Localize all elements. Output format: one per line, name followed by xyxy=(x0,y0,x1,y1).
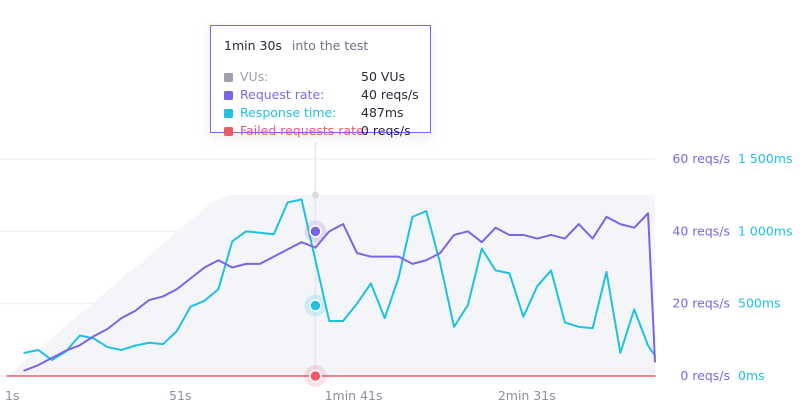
series-layer xyxy=(0,142,656,377)
tooltip-row-label: VUs: xyxy=(240,69,269,84)
tooltip-suffix: into the test xyxy=(291,38,369,53)
tooltip-row-value: 487ms xyxy=(361,105,404,120)
request-rate-line xyxy=(23,212,656,372)
tooltip-header: 1min 30s into the test xyxy=(224,38,368,53)
response-time-marker xyxy=(309,299,322,312)
response-time-swatch xyxy=(224,109,233,118)
y-left-tick-label: 20 reqs/s xyxy=(672,296,730,311)
x-tick-label: 51s xyxy=(169,388,191,403)
response-time-line xyxy=(23,198,656,362)
marker-layer xyxy=(304,191,327,387)
vus-marker xyxy=(311,191,319,199)
tooltip-row-value: 50 VUs xyxy=(361,69,406,84)
y-right-tick-label: 0ms xyxy=(738,368,765,383)
tooltip-row-label: Response time: xyxy=(240,105,337,120)
y-axis-ticks: 0 reqs/s 20 reqs/s 40 reqs/s 60 reqs/s 0ms 50… xyxy=(672,151,792,383)
tooltip-row-vus: VUs: 50 VUs xyxy=(224,69,424,86)
x-tick-label: 1s xyxy=(5,388,19,403)
tooltip-time: 1min 30s xyxy=(224,38,282,53)
y-right-tick-label: 1 000ms xyxy=(738,223,792,238)
x-tick-label: 1min 41s xyxy=(325,388,383,403)
y-left-tick-label: 40 reqs/s xyxy=(672,223,730,238)
tooltip-row-label: Failed requests rate: xyxy=(240,123,368,138)
vus-area xyxy=(7,195,655,376)
request-rate-marker xyxy=(309,225,322,238)
failed-rate-swatch xyxy=(224,127,233,136)
vus-swatch xyxy=(224,73,233,82)
y-left-tick-label: 0 reqs/s xyxy=(680,368,730,383)
y-right-tick-label: 1 500ms xyxy=(738,151,792,166)
y-left-tick-label: 60 reqs/s xyxy=(672,151,730,166)
tooltip-row-response-time: Response time: 487ms xyxy=(224,105,424,122)
failed-requests-rate-marker xyxy=(309,369,322,383)
tooltip-row-value: 0 reqs/s xyxy=(361,123,411,138)
tooltip-row-failed-rate: Failed requests rate: 0 reqs/s xyxy=(224,123,424,140)
hover-tooltip: 1min 30s into the test VUs: 50 VUs Reques… xyxy=(210,25,431,138)
tooltip-row-label: Request rate: xyxy=(240,87,325,102)
x-axis-ticks: 1s 51s 1min 41s 2min 31s xyxy=(5,388,556,403)
y-right-tick-label: 500ms xyxy=(738,296,781,311)
tooltip-row-request-rate: Request rate: 40 reqs/s xyxy=(224,87,424,104)
request-rate-swatch xyxy=(224,91,233,100)
x-tick-label: 2min 31s xyxy=(498,388,556,403)
tooltip-row-value: 40 reqs/s xyxy=(361,87,419,102)
